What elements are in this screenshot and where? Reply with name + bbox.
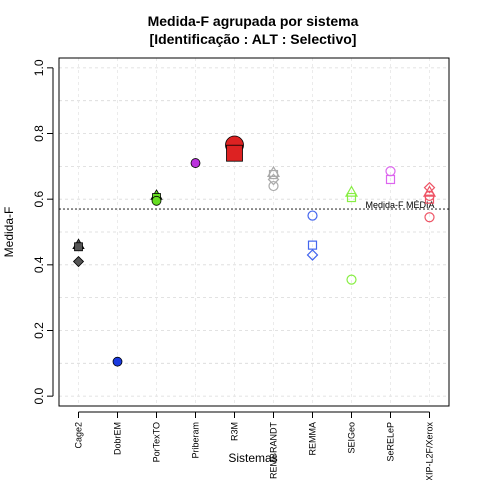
data-point-rembrandt-11 [268, 169, 279, 180]
data-point-remma-15 [307, 240, 318, 250]
y-tick-label: 1.0 [32, 59, 46, 76]
x-tick-label: SeRELeP [386, 422, 396, 462]
data-point-xip-l2f-xerox-22 [423, 181, 436, 194]
data-point-xip-l2f-xerox-25 [424, 194, 435, 204]
data-point-remma-16 [306, 249, 319, 261]
y-axis-label: Medida-F [2, 207, 16, 258]
y-axis: 0.0 0.2 0.4 0.6 0.8 1.0 [32, 59, 54, 404]
y-tick-label: 0.6 [32, 191, 46, 208]
data-point-cage2-1 [74, 242, 83, 252]
data-point-xip-l2f-xerox-26 [424, 212, 435, 223]
data-point-dobrem-3 [112, 356, 123, 367]
data-point-priberam-7 [190, 158, 201, 168]
x-tick-label: REMBRANDT [269, 422, 279, 480]
x-tick-label: REMMA [308, 422, 318, 456]
points-layer [72, 135, 437, 367]
y-tick-label: 0.4 [32, 256, 46, 273]
x-axis: Cage2 DobrEM PorTexTO Priberam R3M REMBRANDT R… [74, 411, 435, 480]
y-tick-label: 0.2 [32, 322, 46, 339]
data-point-r3m-9 [226, 144, 243, 162]
data-point-cage2-2 [72, 255, 85, 268]
reference-line-label: Medida-F MÉDIA [365, 200, 434, 210]
x-axis-label: Sistemas [228, 451, 277, 465]
y-tick-label: 0.8 [32, 125, 46, 142]
data-point-seigeo-17 [344, 185, 359, 197]
data-point-rembrandt-13 [268, 180, 279, 192]
data-point-remma-14 [307, 210, 318, 221]
y-tick-label: 0.0 [32, 387, 46, 404]
x-tick-label: XIP-L2F/Xerox [425, 422, 435, 480]
data-point-serelep-21 [385, 174, 396, 185]
x-tick-label: Priberam [191, 422, 201, 459]
grid-layer [59, 58, 449, 406]
chart-title-line-1: Medida-F agrupada por sistema [148, 13, 359, 29]
x-tick-label: Cage2 [74, 422, 84, 449]
data-point-seigeo-19 [346, 274, 357, 285]
x-tick-label: PorTexTO [152, 422, 162, 462]
x-tick-label: DobrEM [113, 422, 123, 455]
data-point-seigeo-18 [346, 192, 357, 203]
reference-line-layer: Medida-F MÉDIA [59, 200, 449, 210]
data-point-xip-l2f-xerox-23 [422, 185, 437, 197]
x-tick-label: SEIGeo [347, 422, 357, 454]
plot-frame [58, 57, 450, 407]
data-point-portexto-6 [151, 195, 162, 206]
x-tick-label: R3M [230, 422, 240, 441]
chart-title-line-2: [Identificação : ALT : Selectivo] [150, 31, 357, 47]
data-point-rembrandt-12 [267, 173, 280, 186]
data-point-rembrandt-10 [266, 165, 281, 178]
